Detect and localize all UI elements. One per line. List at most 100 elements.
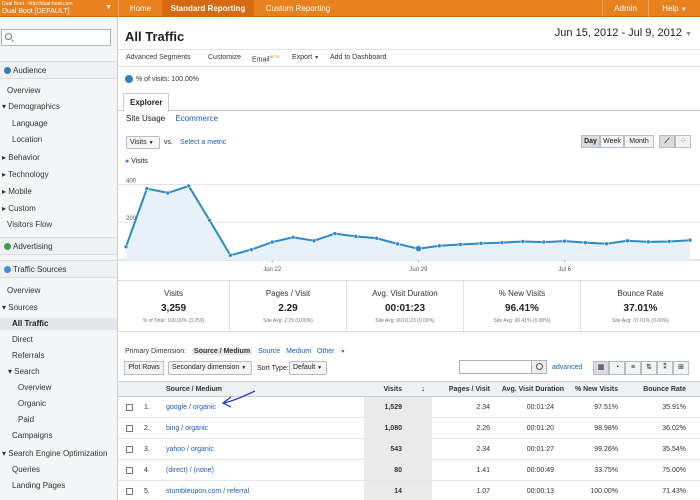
y-tick-label: 200 bbox=[126, 216, 137, 222]
metric-3[interactable]: Avg. Visit Duration 00:01:23 Site Avg: 00:… bbox=[347, 281, 464, 333]
x-tick-label: Jun 29 bbox=[409, 267, 428, 273]
data-point bbox=[625, 238, 630, 243]
data-point bbox=[395, 241, 400, 247]
col-bounce-rate[interactable]: Bounce Rate bbox=[643, 386, 686, 393]
nav-help[interactable]: Help ▼ bbox=[648, 0, 700, 17]
sidebar-section-advertising[interactable]: Advertising bbox=[0, 237, 117, 255]
sidebar-search-input[interactable] bbox=[1, 29, 111, 46]
email-button[interactable]: EmailBETA bbox=[252, 54, 280, 63]
export-label: Export bbox=[292, 54, 313, 61]
row-checkbox[interactable] bbox=[126, 425, 133, 432]
term-cloud-view-icon[interactable]: ⁑ bbox=[657, 361, 673, 375]
pie-view-icon[interactable]: ◔ bbox=[609, 361, 625, 375]
motion-chart-icon[interactable]: ⁘ bbox=[675, 135, 691, 148]
sidebar-item-referrals[interactable]: Referrals bbox=[12, 351, 45, 360]
sidebar: Audience Overview ▾ Demographics Languag… bbox=[0, 17, 118, 500]
sidebar-item-search-overview[interactable]: Overview bbox=[18, 383, 52, 392]
row-checkbox[interactable] bbox=[126, 488, 133, 495]
x-tick-label: Jul 6 bbox=[558, 267, 571, 273]
nav-home[interactable]: Home bbox=[118, 0, 162, 17]
row-checkbox[interactable] bbox=[126, 446, 133, 453]
tab-explorer[interactable]: Explorer bbox=[123, 93, 170, 112]
table-search-input[interactable] bbox=[459, 360, 547, 374]
col-visits[interactable]: Visits bbox=[383, 386, 402, 393]
sidebar-item-landing-pages[interactable]: Landing Pages bbox=[12, 481, 66, 490]
sidebar-item-custom[interactable]: ▸ Custom bbox=[0, 203, 117, 215]
row-source-link[interactable]: google / organic bbox=[166, 404, 216, 411]
metric-selector[interactable]: Visits ▼ bbox=[126, 136, 160, 149]
dimension-other[interactable]: Other ▼ bbox=[317, 348, 349, 355]
row-source-link[interactable]: stumbleupon.com / referral bbox=[166, 488, 250, 495]
data-point bbox=[645, 239, 651, 245]
row-source-link[interactable]: bing / organic bbox=[166, 425, 209, 432]
pivot-view-icon[interactable]: ⊞ bbox=[673, 361, 689, 375]
dimension-medium[interactable]: Medium bbox=[286, 348, 312, 355]
sidebar-item-queries[interactable]: Queries bbox=[12, 465, 41, 474]
sidebar-item-mobile[interactable]: ▸ Mobile bbox=[0, 186, 117, 198]
metric-5[interactable]: Bounce Rate 37.01% Site Avg: 37.01% (0.00%… bbox=[581, 281, 700, 333]
col-source-medium[interactable]: Source / Medium bbox=[166, 386, 223, 393]
metric-1[interactable]: Visits 3,259 % of Total: 100.00% (3,259) bbox=[118, 281, 230, 333]
sidebar-item-overview[interactable]: Overview bbox=[7, 86, 41, 95]
sort-type-value: Default bbox=[293, 364, 316, 371]
row-checkbox[interactable] bbox=[126, 404, 133, 411]
export-button[interactable]: Export ▼ bbox=[292, 54, 319, 61]
sidebar-item-seo[interactable]: ▾ Search Engine Optimization bbox=[0, 448, 117, 460]
sidebar-item-location[interactable]: Location bbox=[12, 135, 43, 144]
customize-button[interactable]: Customize bbox=[208, 54, 242, 61]
sidebar-item-organic[interactable]: Organic bbox=[18, 399, 47, 408]
col-new-visits[interactable]: % New Visits bbox=[574, 386, 618, 393]
subtab-site-usage[interactable]: Site Usage bbox=[126, 114, 166, 123]
week-button[interactable]: Week bbox=[600, 135, 624, 148]
metric-2[interactable]: Pages / Visit 2.29 Site Avg: 2.29 (0.00%) bbox=[230, 281, 347, 333]
add-to-dashboard-button[interactable]: Add to Dashboard bbox=[330, 54, 387, 61]
nav-admin[interactable]: Admin bbox=[602, 0, 648, 17]
account-selector[interactable]: Dual Boot - http://dual-boot.com Dual Bo… bbox=[0, 0, 118, 17]
row-source-link[interactable]: (direct) / (none) bbox=[166, 467, 214, 474]
month-button[interactable]: Month bbox=[624, 135, 654, 148]
plot-rows-button[interactable]: Plot Rows bbox=[124, 361, 164, 375]
col-pages-visit[interactable]: Pages / Visit bbox=[448, 386, 490, 393]
row-visits: 80 bbox=[394, 467, 402, 474]
sidebar-item-all-traffic[interactable]: All Traffic bbox=[0, 318, 117, 330]
sidebar-item-demographics[interactable]: ▾ Demographics bbox=[0, 101, 117, 113]
sidebar-section-audience[interactable]: Audience bbox=[0, 61, 117, 79]
table-view-icon[interactable]: ▦ bbox=[593, 361, 609, 375]
metric-site-avg: Site Avg: 2.29 (0.00%) bbox=[263, 318, 313, 324]
sidebar-item-technology[interactable]: ▸ Technology bbox=[0, 169, 117, 181]
nav-standard-reporting[interactable]: Standard Reporting bbox=[162, 0, 254, 17]
row-bounce-rate: 35.54% bbox=[662, 446, 686, 453]
sidebar-item-language[interactable]: Language bbox=[12, 119, 48, 128]
sidebar-item-direct[interactable]: Direct bbox=[12, 335, 33, 344]
advanced-filter-link[interactable]: advanced bbox=[552, 364, 583, 371]
metric-4[interactable]: % New Visits 96.41% Site Avg: 96.41% (0.00… bbox=[464, 281, 581, 333]
sidebar-item-search[interactable]: ▾ Search bbox=[0, 366, 117, 378]
row-checkbox[interactable] bbox=[126, 467, 133, 474]
sidebar-item-behavior[interactable]: ▸ Behavior bbox=[0, 152, 117, 164]
date-range-picker[interactable]: Jun 15, 2012 - Jul 9, 2012 ▼ bbox=[555, 27, 692, 39]
row-source-link[interactable]: yahoo / organic bbox=[166, 446, 214, 453]
sidebar-item-sources[interactable]: ▾ Sources bbox=[0, 302, 117, 314]
sidebar-item-campaigns[interactable]: Campaigns bbox=[12, 431, 53, 440]
performance-view-icon[interactable]: ≡ bbox=[625, 361, 641, 375]
data-point bbox=[604, 241, 609, 247]
sidebar-item-paid[interactable]: Paid bbox=[18, 415, 35, 424]
row-avg-duration: 00:01:24 bbox=[526, 404, 554, 411]
line-chart-icon[interactable]: ⟋ bbox=[659, 135, 675, 148]
secondary-dimension-select[interactable]: Secondary dimension ▼ bbox=[168, 361, 252, 375]
nav-custom-reporting[interactable]: Custom Reporting bbox=[265, 4, 331, 13]
select-metric-link[interactable]: Select a metric bbox=[180, 139, 227, 146]
comparison-view-icon[interactable]: ⇅ bbox=[641, 361, 657, 375]
sidebar-section-traffic-sources[interactable]: Traffic Sources bbox=[0, 260, 117, 278]
sort-type-select[interactable]: Default ▼ bbox=[289, 361, 327, 375]
dimension-source[interactable]: Source bbox=[258, 348, 281, 355]
sidebar-item-ts-overview[interactable]: Overview bbox=[7, 286, 41, 295]
subtab-ecommerce[interactable]: Ecommerce bbox=[175, 114, 219, 123]
col-avg-duration[interactable]: Avg. Visit Duration bbox=[501, 386, 564, 393]
dimension-source-medium[interactable]: Source / Medium bbox=[192, 348, 253, 355]
search-icon[interactable] bbox=[531, 361, 546, 373]
day-button[interactable]: Day bbox=[581, 135, 600, 148]
sidebar-item-visitors-flow[interactable]: Visitors Flow bbox=[7, 220, 53, 229]
advanced-segments-button[interactable]: Advanced Segments bbox=[126, 54, 191, 61]
table-row: 5. stumbleupon.com / referral 14 1.07 00:00:… bbox=[118, 481, 700, 500]
